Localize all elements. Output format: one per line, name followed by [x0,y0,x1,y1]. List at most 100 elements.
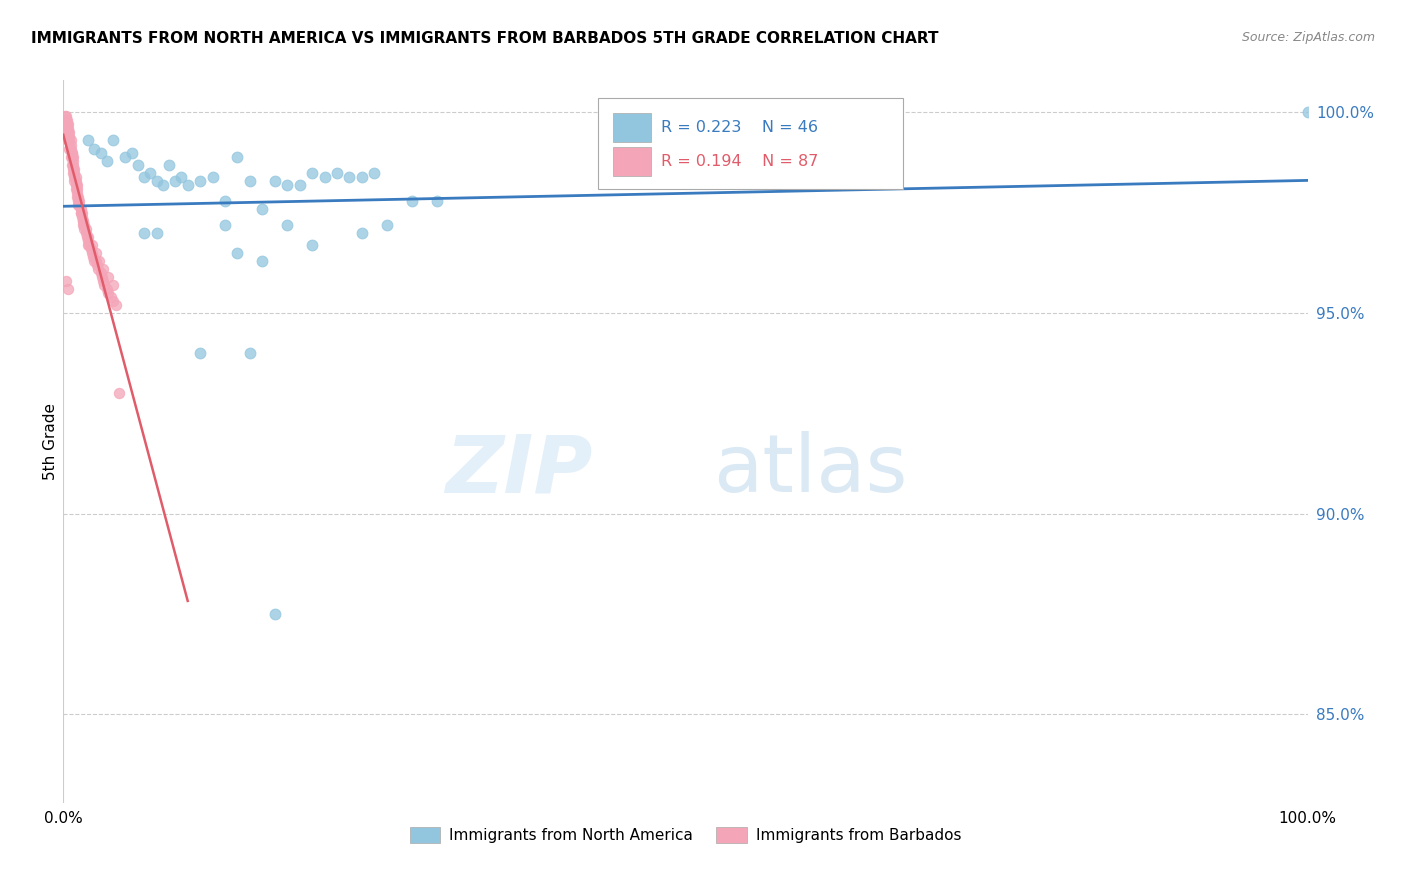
Point [63,161,86,176]
Point [83,142,105,156]
Point [55,274,77,288]
Point [97,270,120,285]
Point [55,118,77,132]
Point [152,178,174,192]
Point [188,174,211,188]
Point [165,174,187,188]
Point [100,290,122,304]
Text: R = 0.223    N = 46: R = 0.223 N = 46 [661,120,817,135]
FancyBboxPatch shape [599,98,903,189]
Point [239,174,262,188]
Point [121,145,143,160]
Point [201,169,224,184]
Point [59,137,82,152]
Point [96,282,118,296]
Point [62,153,84,168]
Point [69,198,91,212]
Point [65,182,87,196]
Point [134,169,156,184]
Point [145,226,167,240]
Point [56,126,79,140]
Point [60,145,83,160]
Point [69,206,91,220]
Point [58,121,80,136]
Point [80,246,103,260]
Point [72,214,94,228]
FancyBboxPatch shape [613,112,651,142]
Point [226,150,249,164]
Point [401,194,423,208]
Point [67,198,90,212]
Point [59,142,82,156]
Text: Source: ZipAtlas.com: Source: ZipAtlas.com [1241,31,1375,45]
Point [188,346,211,360]
Point [63,169,86,184]
Point [96,153,118,168]
Point [170,169,193,184]
Point [69,194,91,208]
Text: R = 0.194    N = 87: R = 0.194 N = 87 [661,154,818,169]
Point [93,278,115,293]
Point [91,262,114,277]
Point [73,218,96,232]
Point [90,270,112,285]
Point [276,178,298,192]
Point [177,178,200,192]
Point [101,294,124,309]
Point [77,238,100,252]
Point [73,222,96,236]
Point [91,274,114,288]
Point [84,254,107,268]
Legend: Immigrants from North America, Immigrants from Barbados: Immigrants from North America, Immigrant… [404,821,967,849]
Point [62,150,84,164]
Point [77,230,100,244]
Point [70,210,93,224]
Point [86,258,108,272]
Point [75,222,97,236]
Point [139,166,162,180]
Point [66,182,89,196]
Point [60,150,83,164]
Point [58,129,80,144]
Point [56,113,79,128]
Point [53,110,76,124]
Point [239,346,262,360]
Point [60,145,83,160]
Point [55,110,77,124]
Point [426,194,449,208]
Point [314,169,336,184]
Point [58,118,80,132]
Point [77,234,100,248]
Point [70,206,93,220]
Point [62,158,84,172]
FancyBboxPatch shape [613,147,651,177]
Point [145,174,167,188]
Point [326,166,349,180]
Point [55,113,77,128]
Point [60,158,83,172]
Point [76,230,98,244]
Point [69,202,91,216]
Point [80,238,103,252]
Point [58,134,80,148]
Text: ZIP: ZIP [444,432,592,509]
Point [288,178,311,192]
Point [90,266,112,280]
Point [214,218,236,232]
Point [58,126,80,140]
Point [65,178,87,192]
Point [226,246,249,260]
Point [87,262,110,277]
Point [301,238,323,252]
Point [84,246,107,260]
Point [66,178,89,192]
Point [72,214,94,228]
Point [58,142,80,156]
Point [214,194,236,208]
Point [58,134,80,148]
Point [65,169,87,184]
Point [67,194,90,208]
Point [90,145,112,160]
Point [104,298,127,312]
Point [56,118,79,132]
